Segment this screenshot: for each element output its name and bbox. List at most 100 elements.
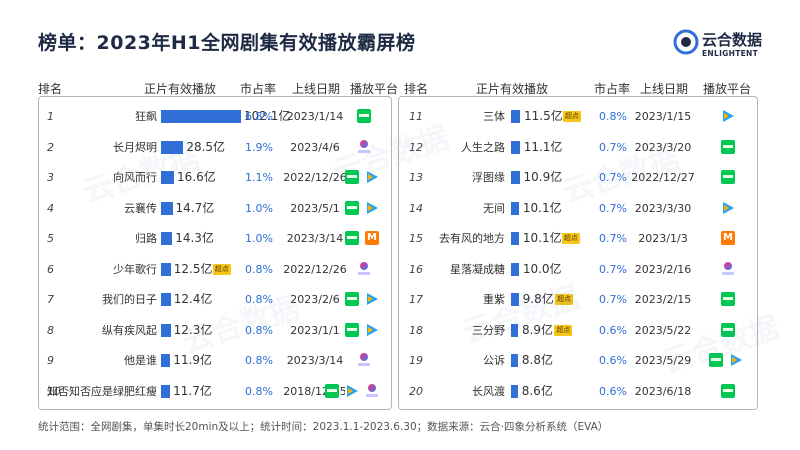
rank-number: 19 <box>409 354 423 367</box>
launch-date: 2023/2/6 <box>290 293 340 306</box>
logo-subtext: ENLIGHTENT <box>702 49 759 58</box>
bar <box>511 110 520 123</box>
market-share: 0.8% <box>245 323 273 337</box>
bar-value-label: 12.3亿 <box>173 322 213 337</box>
rank-number: 13 <box>409 171 423 184</box>
market-share: 0.6% <box>599 384 627 398</box>
ranking-table-right: 11 三体 11.5亿 超点 0.8% 2023/1/15 12 人生之路 11.1亿 0.7% 2… <box>398 96 758 410</box>
table-header-right: 排名 正片有效播放 市占率 上线日期 播放平台 <box>400 80 758 96</box>
tencent-video-icon <box>721 109 735 123</box>
platform-icons <box>721 261 735 276</box>
bar <box>161 354 171 367</box>
header-rank: 排名 <box>37 82 63 96</box>
launch-date: 2023/3/30 <box>634 201 692 215</box>
bar <box>511 323 518 337</box>
launch-date: 2023/6/18 <box>634 384 692 398</box>
tencent-video-icon <box>365 322 379 337</box>
rank-number: 6 <box>47 262 54 276</box>
rank-number: 5 <box>47 232 54 245</box>
table-row: 10 知否知否应是绿肥红瘦 11.7亿 0.8% 2018/12/25 <box>39 376 391 407</box>
drama-title: 人生之路 <box>461 140 505 154</box>
logo-icon <box>673 29 699 55</box>
platform-icons <box>357 139 371 154</box>
bar-value-label: 16.6亿 <box>177 170 216 184</box>
header-date: 上线日期 <box>291 82 341 96</box>
youku-icon <box>357 353 371 367</box>
bar <box>161 293 171 306</box>
header-platform: 播放平台 <box>702 82 752 96</box>
bar-value-label: 14.3亿 <box>175 231 214 245</box>
header-share: 市占率 <box>239 82 277 96</box>
table-row: 6 少年歌行 12.5亿 超点 0.8% 2022/12/26 <box>39 254 391 285</box>
platform-icons <box>325 383 379 398</box>
platform-icons <box>345 231 379 245</box>
rank-number: 16 <box>409 262 423 276</box>
bar-value-label: 9.8亿 <box>522 292 554 306</box>
platform-icons <box>721 109 735 123</box>
market-share: 1.1% <box>245 171 273 184</box>
rank-number: 20 <box>409 384 423 398</box>
tencent-video-icon <box>365 292 379 306</box>
bar <box>161 323 171 337</box>
market-share: 0.8% <box>245 354 273 367</box>
launch-date: 2022/12/26 <box>283 171 347 184</box>
brand-logo: 云合数据 ENLIGHTENT <box>672 26 782 66</box>
launch-date: 2022/12/26 <box>283 262 347 276</box>
table-row: 13 浮图缘 10.9亿 0.7% 2022/12/27 <box>399 162 757 193</box>
drama-title: 无间 <box>483 201 505 215</box>
bar-value-label: 11.5亿 <box>524 109 563 123</box>
bar-value-label: 10.0亿 <box>522 261 562 276</box>
platform-icons <box>721 200 735 215</box>
drama-title: 三分野 <box>472 323 505 337</box>
bar-value-label: 11.1亿 <box>523 139 563 154</box>
bar <box>161 110 241 123</box>
iqiyi-icon <box>345 200 359 215</box>
drama-title: 他是谁 <box>124 354 157 367</box>
launch-date: 2023/5/1 <box>290 201 340 215</box>
bar <box>511 293 519 306</box>
table-row: 12 人生之路 11.1亿 0.7% 2023/3/20 <box>399 132 757 163</box>
bar <box>511 201 519 215</box>
bar-value-label: 28.5亿 <box>186 139 226 154</box>
bar-value-label: 8.8亿 <box>521 353 553 367</box>
platform-icons <box>721 322 735 337</box>
youku-icon <box>721 261 735 276</box>
market-share: 0.6% <box>599 323 627 337</box>
launch-date: 2023/1/3 <box>638 232 688 245</box>
drama-title: 少年歌行 <box>113 262 157 276</box>
rank-number: 15 <box>409 232 423 245</box>
table-row: 15 去有风的地方 10.1亿 超点 0.7% 2023/1/3 <box>399 223 757 254</box>
platform-icons <box>721 231 735 245</box>
iqiyi-icon <box>709 353 723 367</box>
market-share: 0.7% <box>599 201 627 215</box>
market-share: 0.6% <box>599 354 627 367</box>
platform-icons <box>345 200 379 215</box>
launch-date: 2022/12/27 <box>631 171 695 184</box>
bar <box>511 354 518 367</box>
table-row: 17 重紫 9.8亿 超点 0.7% 2023/2/15 <box>399 284 757 315</box>
bar-value-label: 11.7亿 <box>173 383 212 398</box>
drama-title: 归路 <box>135 232 157 245</box>
bar <box>511 232 519 245</box>
table-row: 18 三分野 8.9亿 超点 0.6% 2023/5/22 <box>399 315 757 346</box>
mgtv-icon <box>721 231 735 245</box>
drama-title: 我们的日子 <box>102 293 157 306</box>
footnote: 统计范围：全网剧集，单集时长20min及以上；统计时间：2023.1.1-202… <box>38 421 609 433</box>
iqiyi-icon <box>345 170 359 184</box>
platform-icons <box>721 170 735 184</box>
header-date: 上线日期 <box>639 82 689 96</box>
table-row: 11 三体 11.5亿 超点 0.8% 2023/1/15 <box>399 101 757 132</box>
drama-title: 向风而行 <box>113 171 157 184</box>
iqiyi-icon <box>357 109 371 123</box>
drama-title: 狂飙 <box>135 110 157 123</box>
table-row: 3 向风而行 16.6亿 1.1% 2022/12/26 <box>39 162 391 193</box>
bar <box>161 232 173 245</box>
platform-icons <box>709 353 743 367</box>
drama-title: 知否知否应是绿肥红瘦 <box>47 384 157 398</box>
rank-number: 12 <box>409 140 423 154</box>
launch-date: 2023/1/15 <box>634 110 692 123</box>
launch-date: 2023/5/22 <box>634 323 692 337</box>
iqiyi-icon <box>345 322 359 337</box>
table-row: 19 公诉 8.8亿 0.6% 2023/5/29 <box>399 345 757 376</box>
launch-date: 2023/2/15 <box>634 293 692 306</box>
